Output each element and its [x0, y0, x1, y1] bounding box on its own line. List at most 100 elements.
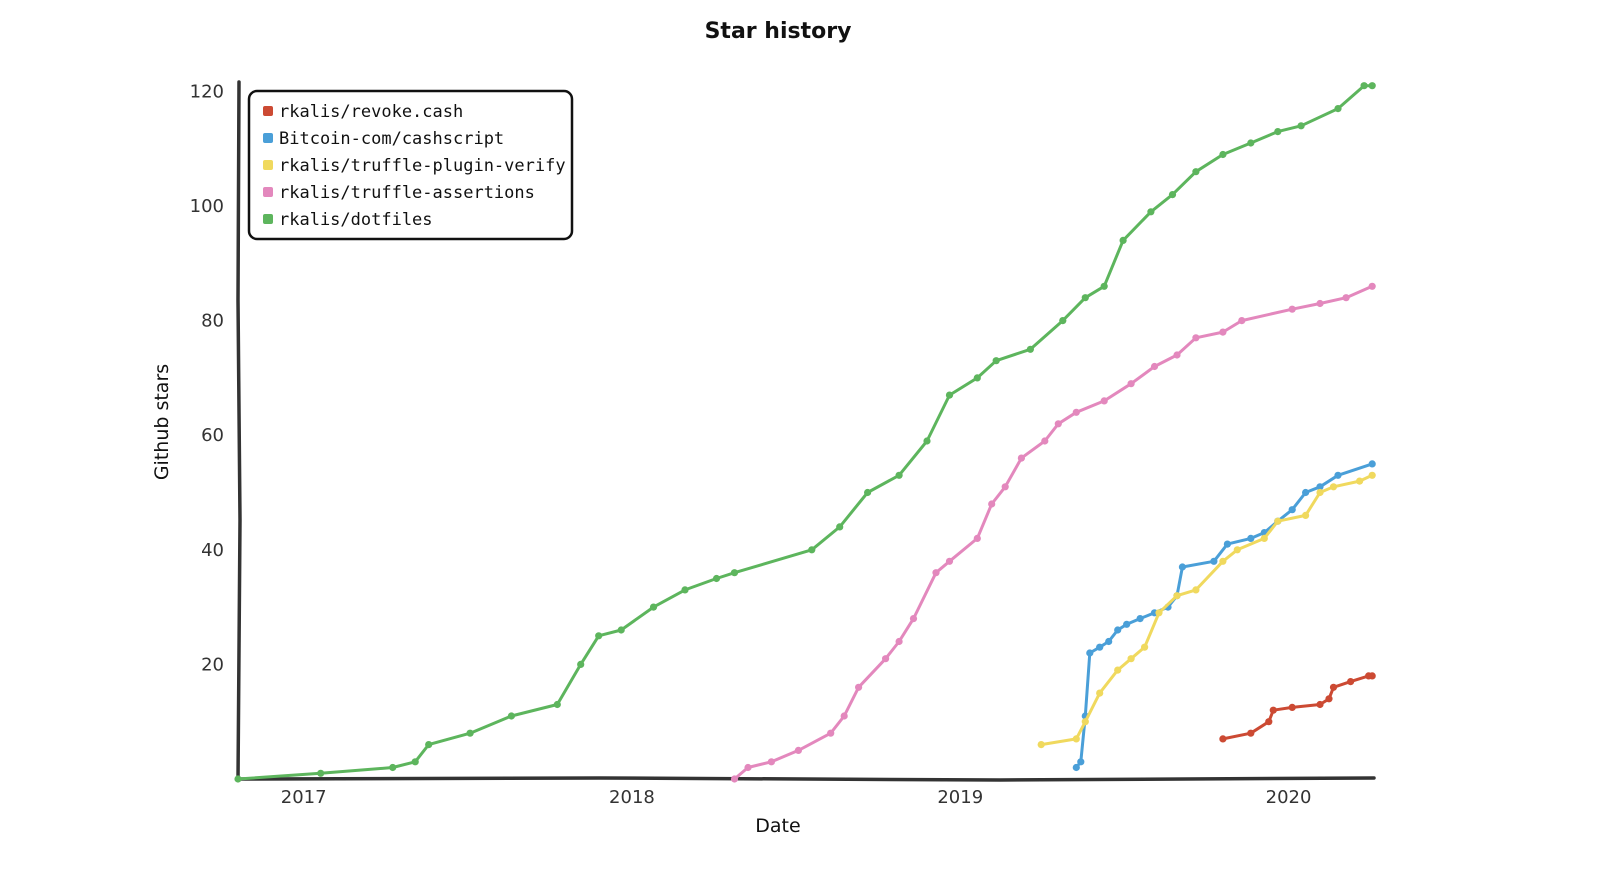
y-tick-label: 40 — [201, 540, 224, 561]
data-point — [617, 626, 625, 634]
data-point — [1100, 397, 1108, 405]
data-point — [909, 615, 918, 623]
chart-title: Star history — [705, 19, 852, 44]
data-point — [1192, 168, 1200, 176]
legend-label: rkalis/revoke.cash — [279, 102, 463, 122]
y-axis — [236, 80, 242, 782]
y-tick-label: 80 — [201, 311, 224, 332]
data-point — [1072, 408, 1080, 416]
legend-swatch — [263, 187, 273, 197]
data-point — [973, 534, 981, 543]
data-point — [1141, 643, 1149, 651]
data-point — [864, 488, 872, 497]
data-point — [1114, 626, 1122, 634]
data-point — [827, 729, 835, 737]
data-point — [1096, 643, 1104, 651]
data-point — [945, 391, 954, 399]
data-point — [1081, 718, 1089, 726]
x-axis-line — [236, 776, 1376, 782]
data-point — [1026, 345, 1034, 353]
data-point — [553, 700, 561, 709]
series-4 — [234, 82, 1376, 783]
y-tick-labels: 20 40 60 80 100 120 — [190, 81, 224, 675]
data-point — [1368, 471, 1376, 479]
data-point — [932, 569, 940, 577]
data-point — [1017, 454, 1025, 462]
data-point — [466, 729, 474, 737]
y-axis-label: Github stars — [151, 364, 173, 480]
data-point — [767, 758, 776, 766]
series-0 — [1219, 672, 1376, 743]
data-point — [1136, 615, 1144, 623]
legend-label: Bitcoin-com/cashscript — [279, 129, 504, 149]
data-point — [1081, 294, 1089, 302]
data-point — [945, 557, 954, 565]
data-point — [895, 471, 903, 479]
data-point — [1072, 763, 1080, 772]
data-point — [1173, 351, 1181, 359]
data-point — [1150, 362, 1159, 371]
legend-swatch — [263, 106, 273, 116]
x-tick-label: 2018 — [609, 787, 655, 808]
x-tick-label: 2020 — [1266, 787, 1312, 808]
data-point — [836, 523, 844, 531]
data-point — [1368, 282, 1376, 290]
data-point — [1054, 420, 1062, 428]
data-point — [1219, 557, 1227, 565]
series-layer — [234, 82, 1376, 783]
data-point — [1192, 586, 1200, 594]
data-point — [1127, 655, 1135, 663]
data-point — [1100, 282, 1108, 290]
legend-box — [247, 89, 574, 241]
data-point — [1123, 620, 1131, 628]
legend-item: rkalis/dotfiles — [263, 210, 433, 230]
legend-swatch — [263, 133, 273, 143]
data-point — [1219, 150, 1227, 159]
data-point — [1114, 666, 1122, 674]
data-point — [1325, 695, 1333, 703]
data-point — [712, 574, 721, 583]
y-axis-line — [236, 80, 242, 782]
data-point — [1297, 122, 1305, 130]
data-point — [1238, 317, 1246, 325]
data-point — [389, 763, 397, 772]
data-point — [794, 746, 803, 755]
x-tick-label: 2017 — [281, 787, 327, 808]
series-line — [1221, 674, 1374, 741]
legend-items: rkalis/revoke.cash Bitcoin-com/cashscript… — [263, 102, 566, 230]
data-point — [1368, 460, 1376, 468]
data-point — [973, 374, 981, 382]
series-3 — [730, 282, 1376, 783]
data-point — [1368, 672, 1376, 680]
data-point — [730, 775, 739, 783]
data-point — [1247, 729, 1255, 737]
data-point — [1096, 689, 1104, 697]
x-axis — [236, 776, 1376, 782]
data-point — [1127, 380, 1135, 388]
data-point — [425, 741, 433, 749]
y-tick-label: 20 — [201, 654, 224, 675]
data-point — [808, 546, 816, 554]
data-point — [1342, 294, 1350, 302]
legend-swatch — [263, 214, 273, 224]
data-point — [1316, 483, 1324, 491]
legend: rkalis/revoke.cash Bitcoin-com/cashscript… — [247, 89, 574, 241]
data-point — [681, 586, 689, 594]
y-tick-label: 120 — [190, 81, 224, 102]
data-point — [1001, 483, 1009, 491]
series-line — [1074, 462, 1374, 769]
data-point — [895, 637, 903, 646]
data-point — [1316, 488, 1324, 497]
data-point — [1223, 540, 1231, 548]
series-2 — [1037, 471, 1376, 749]
data-point — [1302, 511, 1310, 519]
data-point — [1119, 236, 1127, 244]
data-point — [840, 712, 848, 720]
data-point — [411, 758, 419, 766]
data-point — [1316, 299, 1324, 308]
data-point — [1072, 735, 1080, 743]
data-point — [992, 357, 1000, 365]
data-point — [1360, 82, 1368, 90]
data-point — [1178, 563, 1186, 571]
data-point — [882, 655, 890, 663]
